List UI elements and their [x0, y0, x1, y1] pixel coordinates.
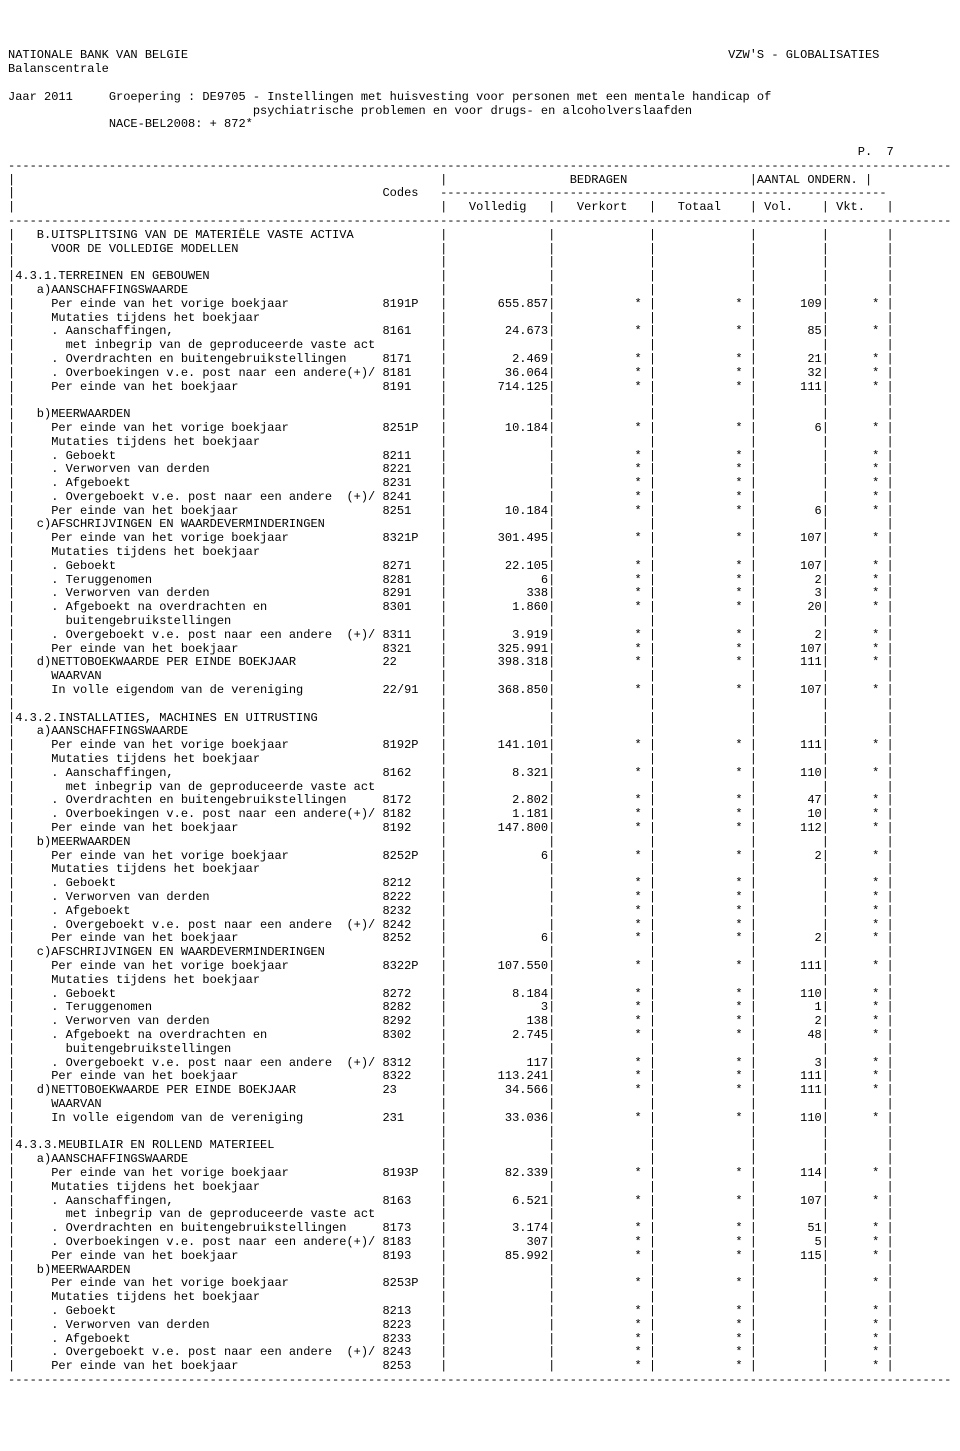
- report-page: NATIONALE BANK VAN BELGIE VZW'S - GLOBAL…: [8, 49, 952, 1387]
